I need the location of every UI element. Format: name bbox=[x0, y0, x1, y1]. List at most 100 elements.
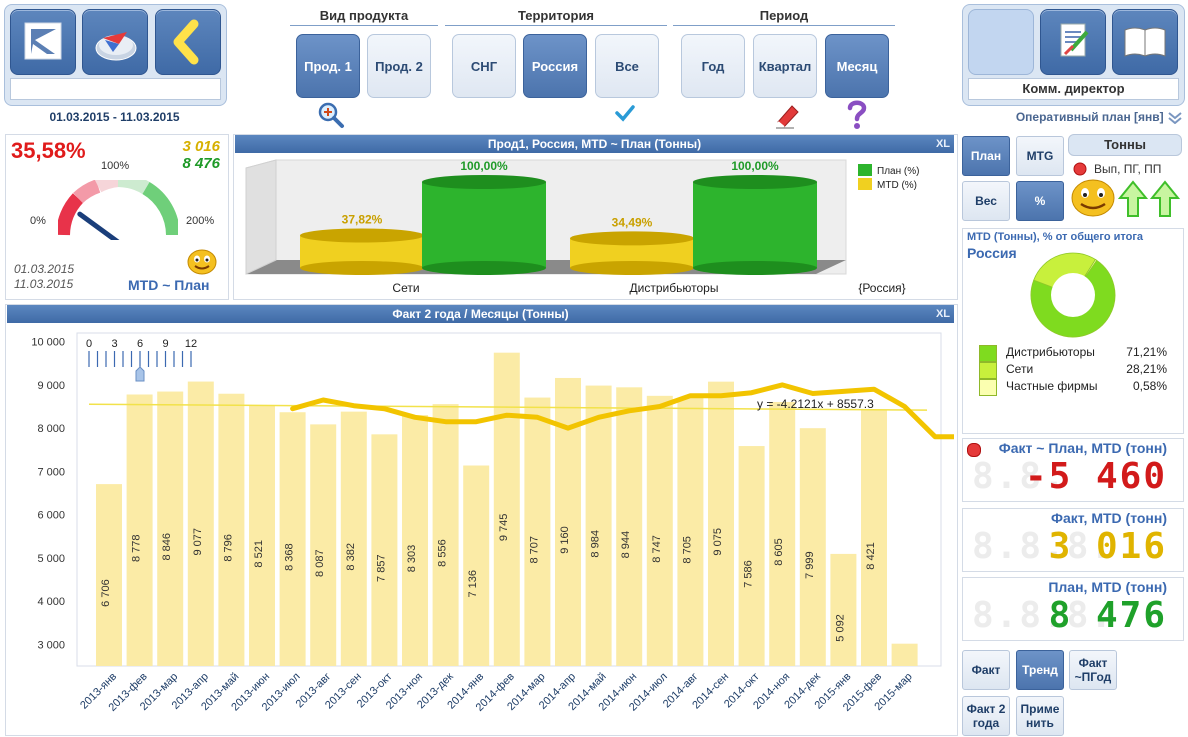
gauge-plan: 8 476 bbox=[182, 155, 220, 172]
moving-average-line bbox=[290, 382, 954, 440]
eraser-icon[interactable] bbox=[772, 100, 802, 130]
excel-export-button[interactable]: XL bbox=[935, 138, 950, 150]
help-icon[interactable] bbox=[844, 98, 870, 130]
chevron-left-icon bbox=[173, 19, 199, 65]
month-bar[interactable] bbox=[861, 409, 887, 666]
report-button[interactable] bbox=[1040, 9, 1106, 75]
month-bar[interactable] bbox=[677, 397, 704, 666]
legend-swatch-plan bbox=[858, 164, 872, 176]
plan-bar-series: 37,82% 100,00% 34,49% 100,00% bbox=[300, 159, 817, 275]
filter-territory-russia[interactable]: Россия bbox=[523, 34, 587, 98]
book-button[interactable] bbox=[1112, 9, 1178, 75]
btn-fact-vs-prev-year[interactable]: Факт ~ПГод bbox=[1069, 650, 1117, 690]
donut-legend-value: 28,21% bbox=[1126, 362, 1167, 376]
month-bar[interactable] bbox=[524, 397, 551, 666]
donut-legend-swatch bbox=[979, 345, 997, 362]
filter-territory-all[interactable]: Все bbox=[595, 34, 659, 98]
excel-export-button[interactable]: XL bbox=[935, 308, 950, 320]
month-slider[interactable]: 0 3 6 9 12 bbox=[86, 338, 197, 382]
bar-value-label: 8 846 bbox=[161, 533, 173, 561]
plan-bar-top bbox=[422, 175, 546, 189]
month-bar[interactable] bbox=[249, 405, 275, 666]
donut-legend-value: 71,21% bbox=[1126, 345, 1167, 359]
donut-legend-label: Сети bbox=[1006, 362, 1034, 376]
y-tick-label: 6 000 bbox=[37, 510, 65, 522]
smiley-large-icon bbox=[1071, 179, 1115, 217]
bar-value-label: 8 556 bbox=[437, 539, 449, 567]
bar-value-label: 8 605 bbox=[773, 538, 785, 566]
plan-bar-top bbox=[693, 175, 817, 189]
month-bar[interactable] bbox=[218, 393, 245, 666]
month-bar[interactable] bbox=[646, 395, 673, 666]
kpi-title: Факт, MTD (тонн) bbox=[1051, 510, 1167, 526]
bar-value-label: 9 075 bbox=[712, 528, 724, 556]
kpi-box bbox=[962, 438, 1184, 502]
month-bar[interactable] bbox=[187, 381, 214, 666]
filter-period-month[interactable]: Месяц bbox=[825, 34, 889, 98]
slider-tick-label: 3 bbox=[111, 338, 117, 350]
btn-apply[interactable]: Приме нить bbox=[1016, 696, 1064, 736]
month-bar[interactable] bbox=[463, 465, 490, 666]
filter-period-quarter[interactable]: Квартал bbox=[753, 34, 817, 98]
compass-button[interactable] bbox=[82, 9, 148, 75]
filter-territory-sng[interactable]: СНГ bbox=[452, 34, 516, 98]
filter-product-1[interactable]: Прод. 1 bbox=[296, 34, 360, 98]
y-tick-label: 4 000 bbox=[37, 596, 65, 608]
toggle-plan[interactable]: План bbox=[962, 136, 1010, 176]
bar-value-label: 6 706 bbox=[100, 579, 112, 607]
product-group-title: Вид продукта bbox=[290, 8, 438, 26]
month-bar[interactable] bbox=[799, 428, 826, 666]
slider-handle[interactable] bbox=[135, 366, 145, 382]
y-tick-label: 5 000 bbox=[37, 553, 65, 565]
month-bar[interactable] bbox=[96, 484, 122, 666]
filter-product-2[interactable]: Прод. 2 bbox=[367, 34, 431, 98]
plan-bar-base bbox=[570, 261, 694, 275]
month-bar[interactable] bbox=[769, 401, 796, 666]
donut-slice bbox=[1033, 252, 1096, 296]
plan-bar-top bbox=[300, 228, 424, 243]
month-bar[interactable] bbox=[555, 377, 581, 666]
month-bar[interactable] bbox=[371, 434, 398, 666]
plan-selector[interactable]: Оперативный план [янв] bbox=[962, 110, 1183, 125]
donut-legend-label: Частные фирмы bbox=[1006, 379, 1098, 393]
donut-legend-value: 0,58% bbox=[1132, 379, 1167, 393]
main-chart: 10 000 9 000 8 000 7 000 6 000 5 000 4 000 3 00… bbox=[31, 332, 954, 714]
y-tick-label: 3 000 bbox=[37, 639, 65, 651]
month-bar[interactable] bbox=[402, 415, 428, 666]
month-bar[interactable] bbox=[616, 387, 643, 666]
bar-value-label: 7 999 bbox=[804, 551, 816, 579]
toggle-mtg[interactable]: MTG bbox=[1016, 136, 1064, 176]
back-button[interactable] bbox=[155, 9, 221, 75]
month-bar[interactable] bbox=[126, 394, 153, 666]
gauge-percent: 35,58% bbox=[11, 138, 86, 163]
btn-trend[interactable]: Тренд bbox=[1016, 650, 1064, 690]
magnifier-icon[interactable] bbox=[316, 100, 346, 130]
month-bar[interactable] bbox=[279, 412, 306, 666]
month-bar[interactable] bbox=[891, 643, 918, 666]
plan-bar-chart: 37,82% 100,00% 34,49% 100,00% Сети Дистрибь… bbox=[245, 159, 919, 295]
bar-value-label: 7 136 bbox=[467, 570, 479, 598]
month-bar[interactable] bbox=[738, 446, 765, 666]
home-button[interactable] bbox=[10, 9, 76, 75]
month-bar[interactable] bbox=[585, 385, 612, 666]
bar-value-label: 8 303 bbox=[406, 545, 418, 573]
bar-value-label: 8 368 bbox=[284, 543, 296, 571]
month-bar[interactable] bbox=[432, 404, 459, 666]
btn-fact[interactable]: Факт bbox=[962, 650, 1010, 690]
territory-group-title: Территория bbox=[445, 8, 667, 26]
toggle-weight[interactable]: Вес bbox=[962, 181, 1010, 221]
toggle-percent[interactable]: % bbox=[1016, 181, 1064, 221]
month-bar[interactable] bbox=[830, 553, 857, 666]
month-bar[interactable] bbox=[708, 381, 734, 666]
user-photo-box bbox=[968, 9, 1034, 75]
filter-period-year[interactable]: Год bbox=[681, 34, 745, 98]
month-bar[interactable] bbox=[340, 411, 367, 666]
donut-region: Россия bbox=[967, 245, 1017, 261]
gauge-panel bbox=[5, 134, 229, 300]
bar-value-label: 5 092 bbox=[834, 614, 846, 642]
month-bar[interactable] bbox=[493, 352, 520, 666]
month-bar[interactable] bbox=[310, 424, 337, 666]
month-bar[interactable] bbox=[157, 391, 184, 666]
btn-fact-2-years[interactable]: Факт 2 года bbox=[962, 696, 1010, 736]
nav-input-box[interactable] bbox=[10, 78, 221, 100]
